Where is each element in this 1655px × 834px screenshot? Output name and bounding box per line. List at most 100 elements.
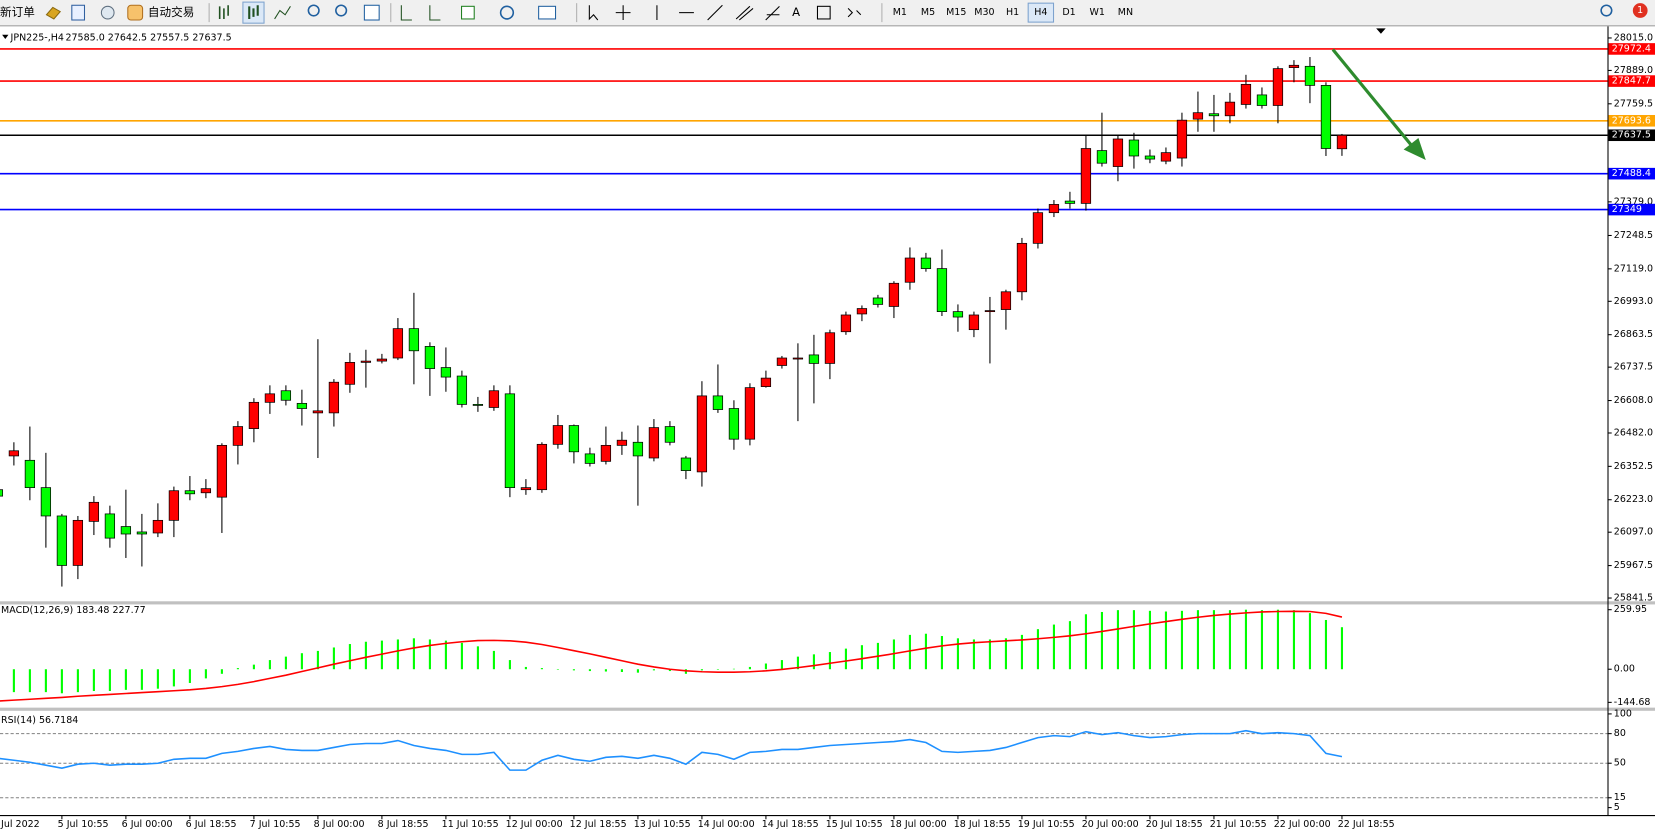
candle-body <box>1000 291 1012 310</box>
timeframe-button[interactable]: M15 <box>946 7 966 18</box>
candle-body <box>328 381 340 414</box>
timeframe-button[interactable]: M30 <box>974 7 994 18</box>
rsi-line <box>0 729 1343 771</box>
alerts-count: 1 <box>1637 5 1643 16</box>
candle-body <box>376 358 388 362</box>
price-level-label: 27349 <box>1612 204 1642 215</box>
x-tick-label: 18 Jul 18:55 <box>954 819 1011 830</box>
candle-body <box>792 357 804 360</box>
macd-bar <box>268 660 271 670</box>
icon-text[interactable]: A <box>792 5 800 19</box>
macd-bar <box>1020 634 1023 670</box>
candle-body <box>168 490 180 521</box>
icon-signals[interactable] <box>100 5 115 20</box>
macd-bar <box>444 640 447 670</box>
timeframe-button[interactable]: MN <box>1118 7 1133 18</box>
candle-body <box>904 257 916 283</box>
icon-arrows[interactable] <box>847 8 862 18</box>
candle-body <box>760 377 772 387</box>
price-level-label: 27637.5 <box>1612 130 1651 141</box>
y-tick-label: 0.00 <box>1614 664 1635 675</box>
macd-bar <box>812 654 815 670</box>
icon-bars[interactable] <box>218 5 229 19</box>
candle-body <box>8 450 20 457</box>
icon-crosshair[interactable] <box>615 5 631 21</box>
panel-separator <box>0 601 1655 605</box>
arrow-shaft <box>1331 48 1415 149</box>
icon-zoom-out[interactable] <box>335 4 348 17</box>
candle-body <box>696 395 708 473</box>
candle-body <box>776 357 788 366</box>
alerts-badge[interactable] <box>1632 3 1648 18</box>
icon-candles[interactable] <box>248 5 259 19</box>
macd-bar <box>300 653 303 670</box>
macd-bar <box>1324 619 1328 670</box>
macd-bar <box>1116 610 1119 670</box>
candle-body <box>712 395 724 410</box>
timeframe-button[interactable]: H4 <box>1034 7 1047 18</box>
timeframe-button[interactable]: W1 <box>1090 7 1105 18</box>
timeframe-button[interactable]: M1 <box>893 7 907 18</box>
icon-line[interactable] <box>274 6 291 20</box>
x-tick-label: 6 Jul 18:55 <box>186 819 237 830</box>
icon-channel[interactable] <box>735 5 754 21</box>
candle-body <box>1016 242 1028 293</box>
auto-trading-button[interactable]: 自动交易 <box>148 5 194 19</box>
x-tick-label: 7 Jul 10:55 <box>250 819 301 830</box>
candle-body <box>728 408 740 440</box>
arrow-head <box>1403 137 1426 161</box>
macd-bar <box>1340 627 1344 670</box>
candle-body <box>504 393 516 488</box>
candle-body <box>1176 119 1188 159</box>
y-tick-label: -144.68 <box>1614 697 1651 708</box>
macd-bar <box>1052 624 1055 670</box>
y-tick-label: 26482.0 <box>1614 428 1653 439</box>
icon-tile[interactable] <box>363 4 380 21</box>
x-tick-label: 22 Jul 00:00 <box>1274 819 1331 830</box>
icon-fibo[interactable] <box>765 5 780 21</box>
candle-body <box>520 487 532 491</box>
price-level-tag <box>1608 167 1655 180</box>
candle-body <box>680 457 692 471</box>
candle-body <box>184 490 196 495</box>
candle-body <box>488 390 500 408</box>
new-order-button[interactable]: 新订单 <box>0 5 35 19</box>
icon-data[interactable] <box>71 4 86 21</box>
timeframe-button[interactable]: M5 <box>921 7 935 18</box>
icon-templates[interactable] <box>538 5 557 20</box>
macd-bar <box>524 666 527 670</box>
icon-zoom-in[interactable] <box>307 4 320 17</box>
chart-menu[interactable] <box>2 34 9 39</box>
x-tick-label: 6 Jul 00:00 <box>122 819 173 830</box>
icon-search[interactable] <box>1600 4 1613 17</box>
macd-bar <box>1260 610 1264 670</box>
icon-autoscroll[interactable] <box>400 5 412 21</box>
icon-periods[interactable] <box>499 5 515 20</box>
y-tick-label: 26993.0 <box>1614 296 1653 307</box>
candle-body <box>1336 134 1348 150</box>
candle-body <box>1144 155 1156 160</box>
candle-body <box>632 441 644 457</box>
candle-body <box>616 439 628 446</box>
icon-shift[interactable] <box>429 5 441 21</box>
candle-body <box>344 362 356 385</box>
icon-cursor[interactable] <box>588 5 599 21</box>
icon-gold[interactable] <box>45 6 62 20</box>
candle-body <box>456 375 468 405</box>
timeframe-button[interactable]: D1 <box>1062 7 1075 18</box>
macd-bar <box>492 650 495 670</box>
icon-trendline[interactable] <box>707 4 723 21</box>
y-tick-label: 26097.0 <box>1614 527 1653 538</box>
timeframe-button[interactable]: H1 <box>1006 7 1019 18</box>
macd-bar <box>332 647 335 670</box>
macd-bar <box>1084 614 1087 670</box>
macd-bar <box>108 669 111 691</box>
y-tick-label: 27759.5 <box>1614 98 1653 109</box>
icon-indicators[interactable] <box>461 5 475 20</box>
price-level-tag <box>1608 129 1655 142</box>
macd-bar <box>588 669 591 672</box>
icon-label[interactable] <box>816 5 831 20</box>
candle-body <box>1240 83 1252 105</box>
icon-auto-trading[interactable] <box>127 4 144 21</box>
